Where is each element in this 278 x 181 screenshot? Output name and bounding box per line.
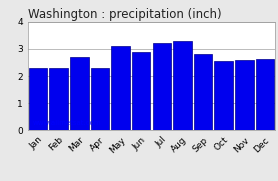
Bar (91, 68, 109, 130)
Text: www.allmetsat.com: www.allmetsat.com (33, 120, 101, 126)
Bar (173, 41, 192, 130)
Bar (29, 68, 47, 130)
Bar (256, 59, 274, 130)
Bar (111, 46, 130, 130)
Text: Washington : precipitation (inch): Washington : precipitation (inch) (28, 8, 221, 21)
Bar (214, 61, 233, 130)
Bar (132, 52, 150, 130)
Bar (194, 54, 212, 130)
Bar (153, 43, 171, 130)
Bar (70, 57, 89, 130)
Bar (235, 60, 254, 130)
Bar (49, 68, 68, 130)
